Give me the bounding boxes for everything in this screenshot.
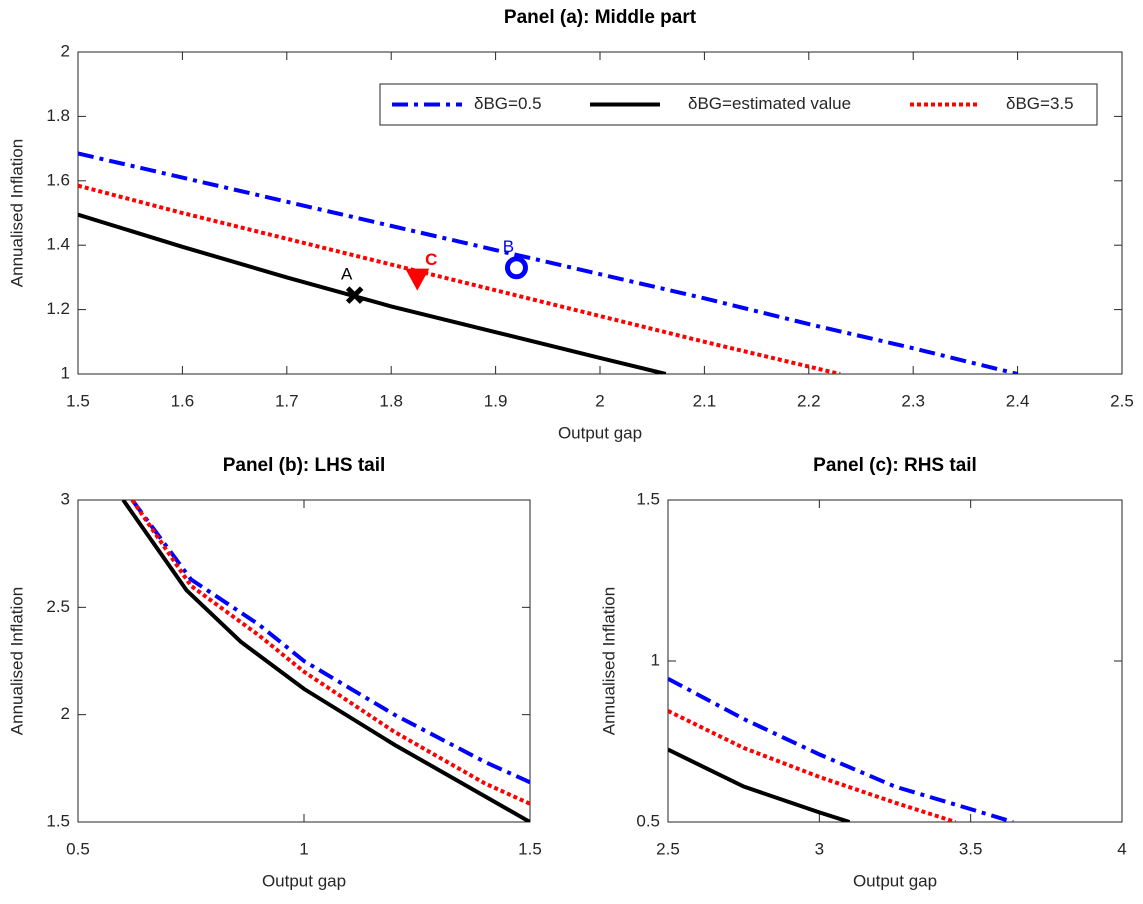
chart-title: Panel (a): Middle part (504, 7, 697, 28)
chart-title: Panel (b): LHS tail (223, 455, 386, 476)
marker (345, 286, 364, 304)
legend-label: δBG=0.5 (474, 94, 542, 113)
x-tick-label: 4 (1117, 839, 1126, 858)
marker (504, 256, 528, 280)
x-tick-label: 3 (815, 839, 824, 858)
series-line (78, 151, 1019, 374)
y-axis-label: Annualised Inflation (7, 139, 26, 287)
x-tick-label: 1.5 (66, 391, 90, 410)
x-tick-label: 1.5 (518, 839, 542, 858)
series-line (78, 212, 667, 374)
point-label: A (341, 265, 353, 284)
marker (405, 268, 430, 291)
legend-label: δBG=estimated value (688, 94, 851, 113)
y-tick-label: 2.5 (46, 597, 70, 616)
x-tick-label: 1.6 (171, 391, 195, 410)
x-tick-label: 0.5 (66, 839, 90, 858)
y-axis-label: Annualised Inflation (599, 587, 618, 735)
legend-box (379, 83, 1098, 126)
x-axis-label: Output gap (853, 871, 937, 890)
y-tick-label: 1.5 (46, 811, 70, 830)
series-line (668, 747, 851, 822)
x-tick-label: 3.5 (959, 839, 983, 858)
series-line (130, 500, 530, 806)
y-tick-label: 1.2 (46, 299, 70, 318)
y-tick-label: 1.8 (46, 106, 70, 125)
legend-label: δBG=3.5 (1006, 94, 1074, 113)
y-tick-label: 1.4 (46, 235, 70, 254)
plot-area (667, 499, 1123, 823)
x-axis-label: Output gap (558, 423, 642, 442)
x-tick-label: 2.2 (797, 391, 821, 410)
x-tick-label: 1.7 (275, 391, 299, 410)
y-tick-label: 2 (61, 704, 70, 723)
y-tick-label: 1.5 (636, 489, 660, 508)
y-tick-label: 0.5 (636, 811, 660, 830)
x-tick-label: 1.9 (484, 391, 508, 410)
y-axis-label: Annualised Inflation (7, 587, 26, 735)
y-tick-label: 1.6 (46, 170, 70, 189)
x-tick-label: 2.5 (1110, 391, 1134, 410)
y-tick-label: 2 (61, 41, 70, 60)
x-tick-label: 1 (299, 839, 308, 858)
point-label: B (503, 237, 514, 256)
y-tick-label: 3 (61, 489, 70, 508)
x-tick-label: 2.1 (693, 391, 717, 410)
x-axis-label: Output gap (262, 871, 346, 890)
x-tick-label: 2.4 (1006, 391, 1030, 410)
series-line (130, 500, 530, 785)
series-line (121, 500, 530, 822)
y-tick-label: 1 (61, 363, 70, 382)
point-label: C (425, 250, 437, 269)
y-tick-label: 1 (651, 650, 660, 669)
x-tick-label: 2.3 (901, 391, 925, 410)
series-line (668, 676, 1014, 822)
chart-title: Panel (c): RHS tail (813, 455, 977, 476)
x-tick-label: 2.5 (656, 839, 680, 858)
x-tick-label: 1.8 (379, 391, 403, 410)
series-line (668, 709, 957, 822)
x-tick-label: 2 (595, 391, 604, 410)
